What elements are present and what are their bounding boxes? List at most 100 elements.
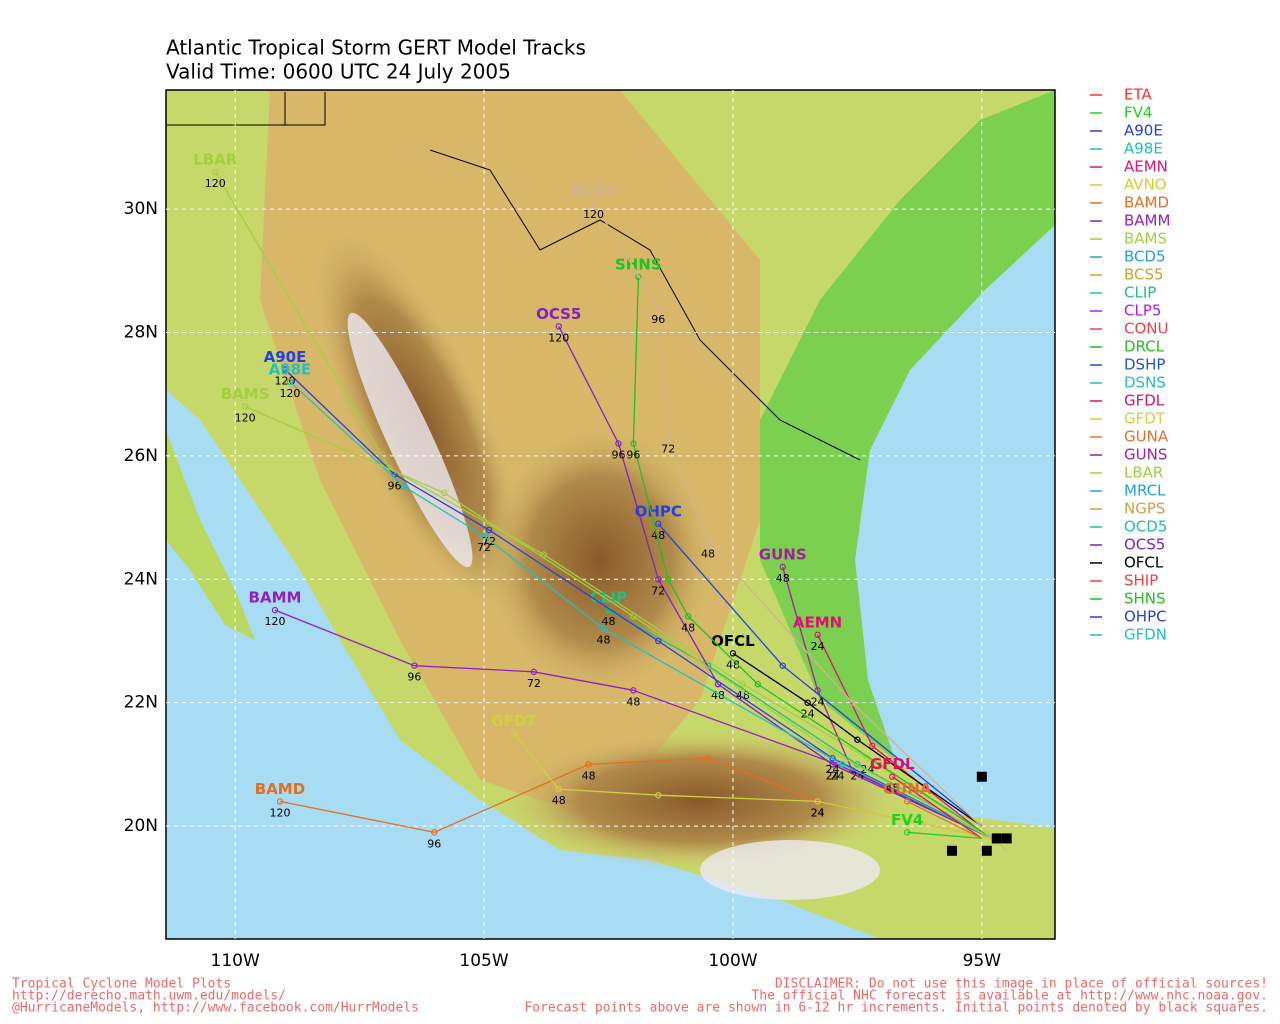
x-tick-label: 110W: [211, 951, 260, 971]
track-label: OHPC: [635, 502, 682, 520]
legend-label: BAMD: [1124, 194, 1169, 212]
initial-point: [991, 833, 1002, 844]
legend-label: DRCL: [1124, 338, 1165, 356]
forecast-hour: 48: [626, 695, 640, 708]
track-line: [906, 800, 983, 839]
forecast-point: [630, 613, 637, 620]
forecast-hour: 120: [205, 177, 226, 190]
legend-label: SHNS: [1124, 590, 1166, 608]
coastal-plain: [760, 90, 1055, 760]
forecast-hour: 24: [811, 806, 825, 819]
legend-label: CLP5: [1124, 302, 1161, 320]
track-label: GUNS: [759, 545, 807, 563]
forecast-point: [829, 748, 836, 756]
forecast-hour: 24: [811, 695, 825, 708]
forecast-point: [431, 829, 438, 836]
initial-point: [946, 845, 957, 856]
track-label: OFCL: [711, 632, 755, 650]
legend-label: LBAR: [1124, 464, 1163, 482]
forecast-hour: 96: [626, 449, 640, 462]
track-line: [593, 202, 1008, 852]
forecast-point: [286, 378, 294, 386]
track-line: [558, 326, 993, 839]
forecast-point: [684, 613, 692, 620]
forecast-hour: 48: [776, 572, 790, 585]
legend-label: GFDN: [1124, 626, 1167, 644]
forecast-hour: 120: [265, 615, 286, 628]
legend-label: GUNS: [1124, 446, 1167, 464]
forecast-hour: 48: [582, 769, 596, 782]
x-tick-label: 105W: [459, 951, 508, 971]
forecast-point: [779, 563, 786, 571]
track-label: BAMD: [255, 780, 305, 798]
track-label: SHNS: [615, 255, 662, 273]
footer-right: Forecast points above are shown in 6-12 …: [524, 1001, 1268, 1016]
y-tick-label: 20N: [124, 816, 158, 836]
y-tick-label: 26N: [124, 446, 158, 466]
track-label: GUNA: [883, 780, 932, 798]
forecast-hour: 120: [548, 331, 569, 344]
legend-label: BCD5: [1124, 248, 1166, 266]
forecast-point: [600, 625, 607, 632]
legend-label: GFDT: [1124, 410, 1166, 428]
footer-left: @HurricaneModels, http://www.facebook.co…: [12, 1001, 419, 1016]
forecast-hour: 96: [651, 313, 665, 326]
forecast-hour: 24: [830, 769, 844, 782]
forecast-point: [839, 761, 846, 768]
forecast-point: [590, 199, 597, 207]
footer-left: Tropical Cyclone Model Plots: [12, 977, 231, 992]
forecast-hour: 96: [407, 671, 421, 684]
legend-label: CLIP: [1124, 284, 1156, 302]
forecast-point: [655, 637, 662, 645]
forecast-point: [729, 650, 737, 657]
legend-label: OFCL: [1124, 554, 1164, 572]
legend-label: BCS5: [1124, 266, 1164, 284]
track-line: [732, 652, 983, 827]
forecast-point: [829, 755, 836, 762]
map-title: Atlantic Tropical Storm GERT Model Track…: [166, 36, 586, 60]
track-line: [657, 523, 983, 827]
track-line: [274, 609, 993, 839]
forecast-hour: 24: [826, 763, 840, 776]
forecast-point: [441, 489, 448, 497]
forecast-hour: 120: [583, 208, 604, 221]
legend-label: AVNO: [1124, 176, 1167, 194]
high-terrain: [700, 840, 880, 900]
forecast-point: [615, 440, 622, 447]
forecast-point: [585, 761, 592, 768]
x-tick-label: 100W: [708, 951, 757, 971]
forecast-point: [869, 742, 876, 750]
track-line: [907, 831, 982, 840]
y-tick-label: 28N: [124, 322, 158, 342]
forecast-hour: 72: [527, 677, 541, 690]
y-tick-label: 22N: [124, 693, 158, 713]
legend-label: ETA: [1124, 86, 1152, 104]
track-line: [244, 405, 993, 839]
legend-label: OCS5: [1124, 536, 1165, 554]
forecast-point: [510, 730, 518, 737]
forecast-point: [401, 483, 408, 490]
legend-label: A98E: [1124, 140, 1163, 158]
forecast-hour: 96: [387, 479, 401, 492]
forecast-hour: 120: [269, 806, 290, 819]
forecast-point: [655, 520, 662, 527]
legend-label: OCD5: [1124, 518, 1167, 536]
initial-point: [1001, 833, 1012, 844]
forecast-point: [665, 434, 672, 441]
forecast-point: [754, 680, 762, 688]
legend-label: AEMN: [1124, 158, 1168, 176]
legend-label: BAMS: [1124, 230, 1167, 248]
y-tick-label: 24N: [124, 569, 158, 589]
forecast-hour: 48: [885, 782, 899, 795]
forecast-hour: 48: [597, 634, 611, 647]
forecast-hour: 24: [811, 640, 825, 653]
forecast-point: [555, 323, 562, 330]
x-tick-label: 95W: [963, 951, 1002, 971]
forecast-point: [814, 798, 821, 805]
map-subtitle: Valid Time: 0600 UTC 24 July 2005: [166, 60, 511, 84]
forecast-point: [555, 785, 562, 793]
legend-label: FV4: [1124, 104, 1152, 122]
forecast-hour: 120: [279, 387, 300, 400]
